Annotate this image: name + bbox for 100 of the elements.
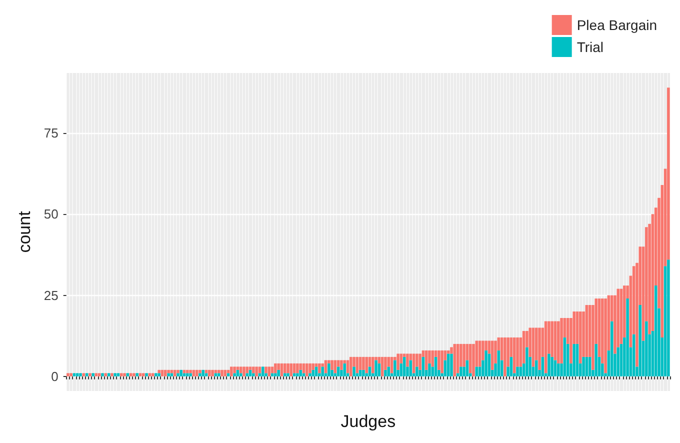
bar: [557, 363, 560, 376]
bar: [142, 373, 145, 376]
bar: [70, 373, 72, 376]
bar: [195, 370, 198, 376]
bar: [490, 340, 494, 370]
bar: [220, 370, 224, 376]
bar: [252, 373, 255, 376]
bar: [324, 360, 328, 374]
bar: [610, 321, 614, 376]
bar: [582, 356, 585, 376]
bar: [327, 363, 330, 376]
bar: [116, 373, 120, 376]
bar: [198, 370, 202, 374]
bar: [374, 360, 378, 376]
bar: [208, 370, 211, 376]
bar: [158, 373, 160, 376]
bar: [242, 366, 246, 376]
bar: [214, 373, 218, 376]
bar: [182, 373, 186, 376]
bar: [180, 370, 182, 376]
bar: [438, 350, 440, 370]
bar: [412, 354, 416, 374]
bar: [563, 337, 566, 376]
bar: [226, 373, 230, 376]
bar: [268, 366, 271, 376]
bar: [136, 373, 138, 376]
bar: [98, 373, 101, 376]
bar: [132, 373, 136, 376]
bar: [550, 356, 554, 376]
bar: [255, 366, 258, 376]
bar: [418, 354, 422, 370]
bar: [92, 373, 94, 376]
bar: [312, 363, 315, 370]
bar: [308, 363, 312, 374]
bar: [456, 344, 460, 374]
bar: [497, 350, 500, 376]
bar: [154, 373, 158, 376]
bar: [82, 373, 86, 376]
bar: [579, 312, 582, 364]
bar: [428, 363, 431, 376]
bar: [88, 373, 92, 376]
bar: [176, 370, 180, 374]
bar: [302, 373, 306, 376]
bar: [299, 363, 302, 370]
bar: [85, 373, 88, 376]
bar: [261, 366, 264, 376]
bar: [123, 373, 126, 376]
bar: [538, 328, 541, 370]
bar: [330, 360, 334, 370]
bar: [189, 370, 192, 374]
y-tick-label: 0: [51, 368, 58, 384]
bar: [292, 373, 296, 376]
bar: [616, 347, 620, 376]
bar: [380, 356, 384, 376]
bar: [358, 356, 362, 370]
bar: [283, 373, 286, 376]
bar: [277, 370, 280, 376]
bar: [576, 344, 579, 376]
bar: [270, 373, 274, 376]
bar: [585, 305, 588, 357]
bar: [286, 373, 290, 376]
bar: [280, 363, 284, 376]
bar: [557, 321, 560, 364]
bar: [362, 370, 365, 376]
bar: [396, 354, 400, 370]
bar: [94, 373, 98, 376]
bar: [270, 366, 274, 374]
bar: [460, 366, 462, 376]
bar: [189, 373, 192, 376]
bar: [450, 354, 453, 376]
bar: [318, 363, 321, 374]
bar: [387, 366, 390, 376]
legend-label: Trial: [576, 39, 604, 55]
bar: [138, 373, 142, 376]
bar: [211, 370, 214, 376]
bar: [340, 360, 343, 370]
bar: [217, 373, 220, 376]
bar: [248, 370, 252, 376]
bar: [314, 366, 318, 376]
y-axis-title: count: [15, 210, 34, 253]
bar: [378, 363, 381, 376]
bar: [504, 337, 506, 376]
bar: [519, 366, 522, 376]
bar: [246, 373, 249, 376]
bar: [402, 356, 406, 376]
bar: [299, 370, 302, 376]
bar: [484, 350, 488, 376]
bar: [126, 373, 130, 376]
bar: [290, 363, 293, 376]
bar: [440, 350, 444, 374]
bar: [252, 366, 255, 374]
bar: [434, 356, 438, 376]
bar: [158, 370, 160, 374]
bar: [305, 363, 308, 376]
bar: [296, 373, 299, 376]
bar: [352, 366, 356, 376]
bar: [110, 373, 114, 376]
bar: [667, 260, 670, 376]
bar: [79, 373, 82, 376]
bar: [170, 373, 174, 376]
